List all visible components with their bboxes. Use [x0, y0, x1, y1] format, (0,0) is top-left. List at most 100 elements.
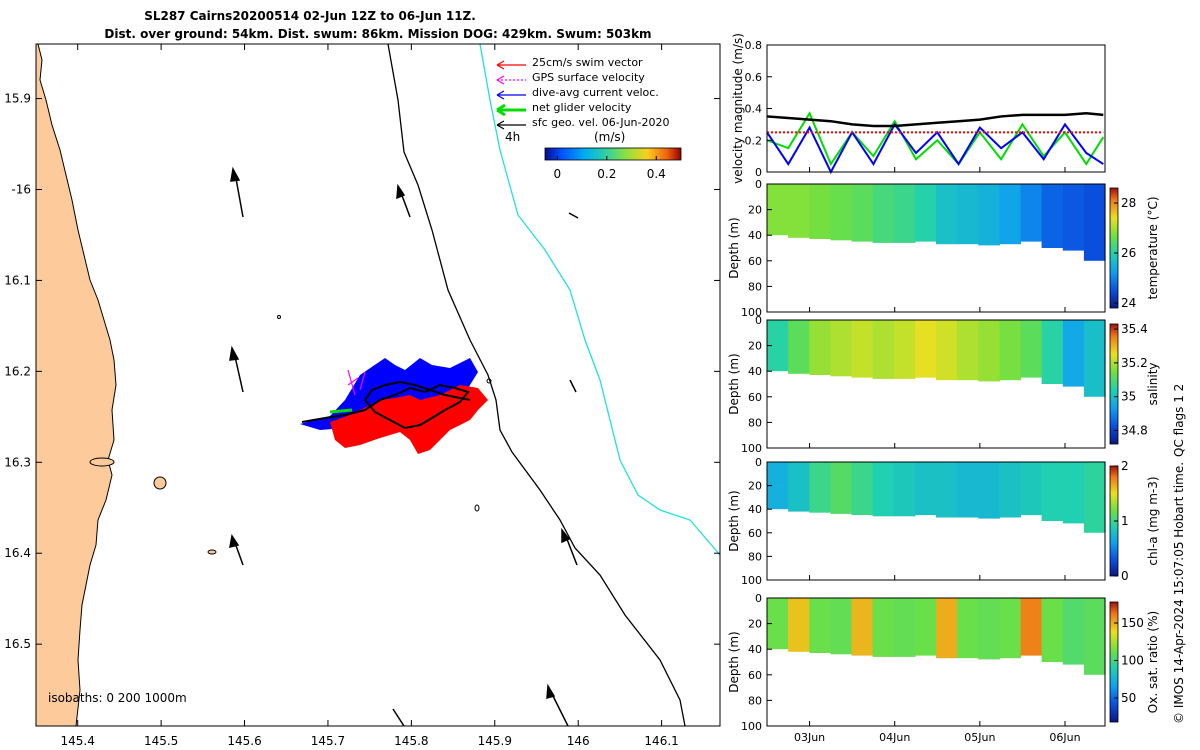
profile-cell [957, 598, 979, 659]
profile-cell [914, 184, 937, 242]
y-tick-label: 20 [748, 480, 762, 493]
profile-cell [1083, 184, 1106, 261]
panel-salinity: 0 20 40 60 80 100 34.8 35 35.2 35.4 salinity Depth … [727, 314, 1160, 455]
profile-cell [914, 320, 937, 378]
y-tick-label: 60 [748, 527, 762, 540]
profile-cell [1041, 184, 1064, 248]
legend-sfc-geo: sfc geo. vel. 06-Jun-2020 [496, 116, 669, 130]
profile-cell [1062, 462, 1085, 524]
colorbar-tick-label: 100 [1121, 654, 1144, 668]
colorbar-tick-label: 50 [1121, 691, 1136, 705]
profile-cell [893, 184, 916, 243]
island [153, 476, 167, 490]
coastline-land [36, 44, 117, 726]
profile-cell [809, 598, 831, 653]
profile-cell [767, 184, 789, 236]
glider-track [300, 358, 488, 454]
y-axis-label: Depth (m) [727, 631, 741, 692]
profile-cell [788, 462, 810, 512]
profile-cell [893, 320, 916, 379]
profile-cell [767, 462, 789, 510]
profile-cell [914, 462, 937, 516]
profile-cell [872, 598, 895, 657]
series-line [766, 122, 1104, 175]
y-axis-label: velocity magnitude (m/s) [731, 33, 745, 184]
panel-chla: 0 20 40 60 80 100 0 1 2 chl-a (mg m-3) Depth (m) [727, 456, 1160, 587]
colorbar-label: chl-a (mg m-3) [1146, 476, 1160, 565]
profile-cell [999, 320, 1022, 381]
profile-cell [1083, 320, 1106, 397]
colorbar-label: salinity [1146, 362, 1160, 405]
y-tick-label: 40 [748, 365, 762, 378]
panel-frame [766, 461, 1106, 581]
legend-label-net: net glider velocity [532, 101, 632, 114]
profile-cell [936, 598, 958, 659]
colorbar-tick-label: 34.8 [1121, 423, 1148, 437]
profile-cell [893, 462, 916, 517]
colorbar-tick-label: 0 [554, 167, 562, 181]
lat-tick-label: -16 [11, 182, 31, 196]
lat-tick-label: 15.9 [4, 92, 31, 106]
y-tick-label: 0 [755, 178, 762, 191]
profile-cell [830, 320, 853, 377]
lat-tick-label: 16.3 [4, 455, 31, 469]
y-tick-label: 20 [748, 618, 762, 631]
colorbar-tick-label: 35.2 [1121, 356, 1148, 370]
legend-label-dive-avg: dive-avg current veloc. [532, 86, 659, 99]
y-tick-label: 40 [748, 229, 762, 242]
y-tick-label: 0 [755, 456, 762, 469]
map-title-line2: Dist. over ground: 54km. Dist. swum: 86k… [104, 27, 651, 41]
profile-cell [1041, 598, 1064, 662]
swim-vectors [330, 385, 488, 454]
x-tick-label: 06Jun [1049, 731, 1080, 744]
y-tick-label: 0 [755, 166, 762, 179]
y-tick-label: 60 [748, 391, 762, 404]
lon-tick-label: 146 [567, 734, 590, 748]
colorbar-tick-label: 28 [1121, 196, 1136, 210]
profile-cell [1041, 462, 1064, 521]
profile-cell [978, 462, 1000, 519]
qc-flags: QC flags 1 2 [1172, 384, 1186, 457]
y-axis-label: Depth (m) [727, 353, 741, 414]
profile-cell [957, 184, 979, 245]
y-tick-label: 0.8 [745, 39, 763, 52]
y-tick-label: 0 [755, 592, 762, 605]
profile-cell [1020, 462, 1043, 516]
profile-cell [851, 184, 874, 242]
y-tick-label: 40 [748, 643, 762, 656]
y-tick-label: 40 [748, 503, 762, 516]
y-tick-label: 100 [741, 442, 762, 455]
panel-frame [766, 597, 1106, 727]
colorbar-tick-label: 24 [1121, 296, 1136, 310]
colorbar [1109, 323, 1119, 445]
profile-cell [767, 598, 789, 650]
profile-cell [999, 462, 1022, 518]
profile-cell [1020, 184, 1043, 242]
panel-oxygen: 0 20 40 60 80 100 50 100 150 Ox. sat. ratio (%) De… [727, 592, 1160, 733]
colorbar-tick-label: 1 [1121, 514, 1129, 528]
profile-cell [1062, 320, 1085, 387]
panel-frame [766, 183, 1106, 313]
profile-cell [1083, 598, 1106, 675]
net-glider-velocity-vectors [329, 408, 353, 414]
lon-tick-label: 145.7 [311, 734, 345, 748]
colorbar-label: Ox. sat. ratio (%) [1146, 611, 1160, 713]
isobath-200m [387, 44, 686, 726]
profile-cell [999, 598, 1022, 659]
colorbar-duration: 4h [505, 130, 520, 144]
profile-cell [1020, 320, 1043, 378]
colorbar-label: temperature (°C) [1146, 197, 1160, 300]
reef [207, 549, 217, 555]
colorbar-tick-label: 26 [1121, 246, 1136, 260]
profile-cell [872, 184, 895, 243]
y-tick-label: 60 [748, 255, 762, 268]
profile-cell [957, 462, 979, 518]
map-axis-ticks: 145.4 145.5 145.6 145.7 145.8 145.9 146 146.1 15… [4, 44, 720, 748]
colorbar-tick-label: 0.2 [597, 167, 616, 181]
profile-cell [957, 320, 979, 381]
y-tick-label: 60 [748, 669, 762, 682]
colorbar-tick-label: 2 [1121, 459, 1129, 473]
isobath-label: isobaths: 0 200 1000m [48, 691, 187, 705]
profile-cell [978, 320, 1000, 382]
profile-cell [830, 598, 853, 655]
